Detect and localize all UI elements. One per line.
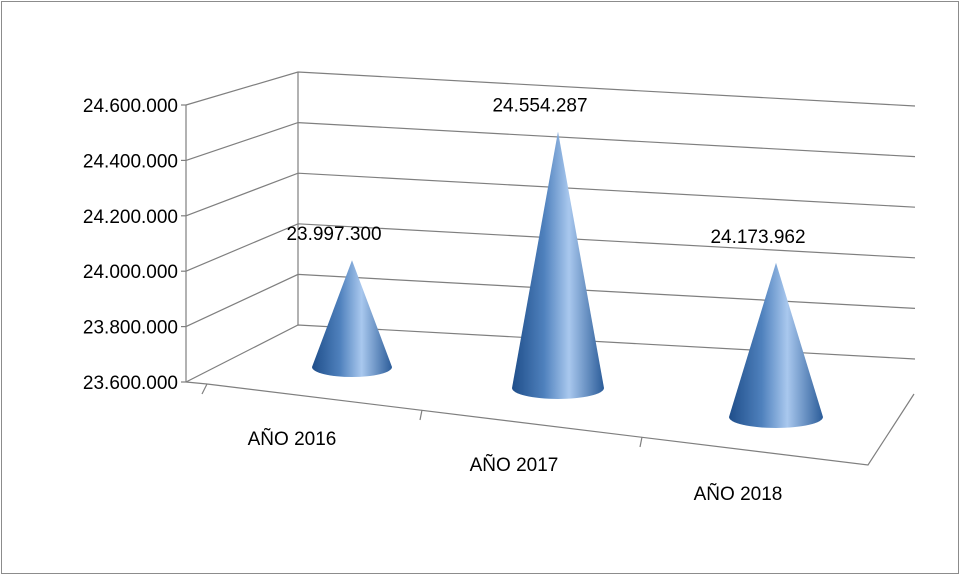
category-label: AÑO 2016 (248, 428, 337, 450)
y-tick-label: 23.800.000 (83, 318, 178, 339)
y-tick-label: 23.600.000 (83, 373, 178, 394)
category-label: AÑO 2018 (694, 483, 783, 505)
data-label: 23.997.300 (286, 224, 381, 245)
data-label: 24.173.962 (710, 227, 805, 248)
x-axis-start-tick (201, 383, 208, 395)
x-axis-tick (639, 436, 643, 448)
y-tick-label: 24.400.000 (83, 151, 178, 172)
axes (181, 72, 915, 466)
floor-corner (185, 381, 208, 385)
cone-3 (729, 262, 823, 428)
category-label: AÑO 2017 (470, 454, 559, 476)
data-label: 24.554.287 (492, 96, 587, 117)
y-tick-label: 24.200.000 (83, 207, 178, 228)
gridline (185, 121, 916, 161)
x-axis-tick (419, 409, 423, 421)
y-tick-label: 24.000.000 (83, 262, 178, 283)
floor-edge (206, 383, 915, 466)
cone-2 (512, 131, 604, 399)
cones (312, 131, 823, 428)
y-axis-tick-labels: 23.600.000 23.800.000 24.000.000 24.200.000… (83, 96, 178, 394)
data-labels: 23.997.300 24.554.287 24.173.962 (286, 96, 805, 248)
cone-1 (312, 260, 392, 377)
y-tick-label: 24.600.000 (83, 96, 178, 117)
x-axis-category-labels: AÑO 2016 AÑO 2017 AÑO 2018 (248, 428, 783, 505)
